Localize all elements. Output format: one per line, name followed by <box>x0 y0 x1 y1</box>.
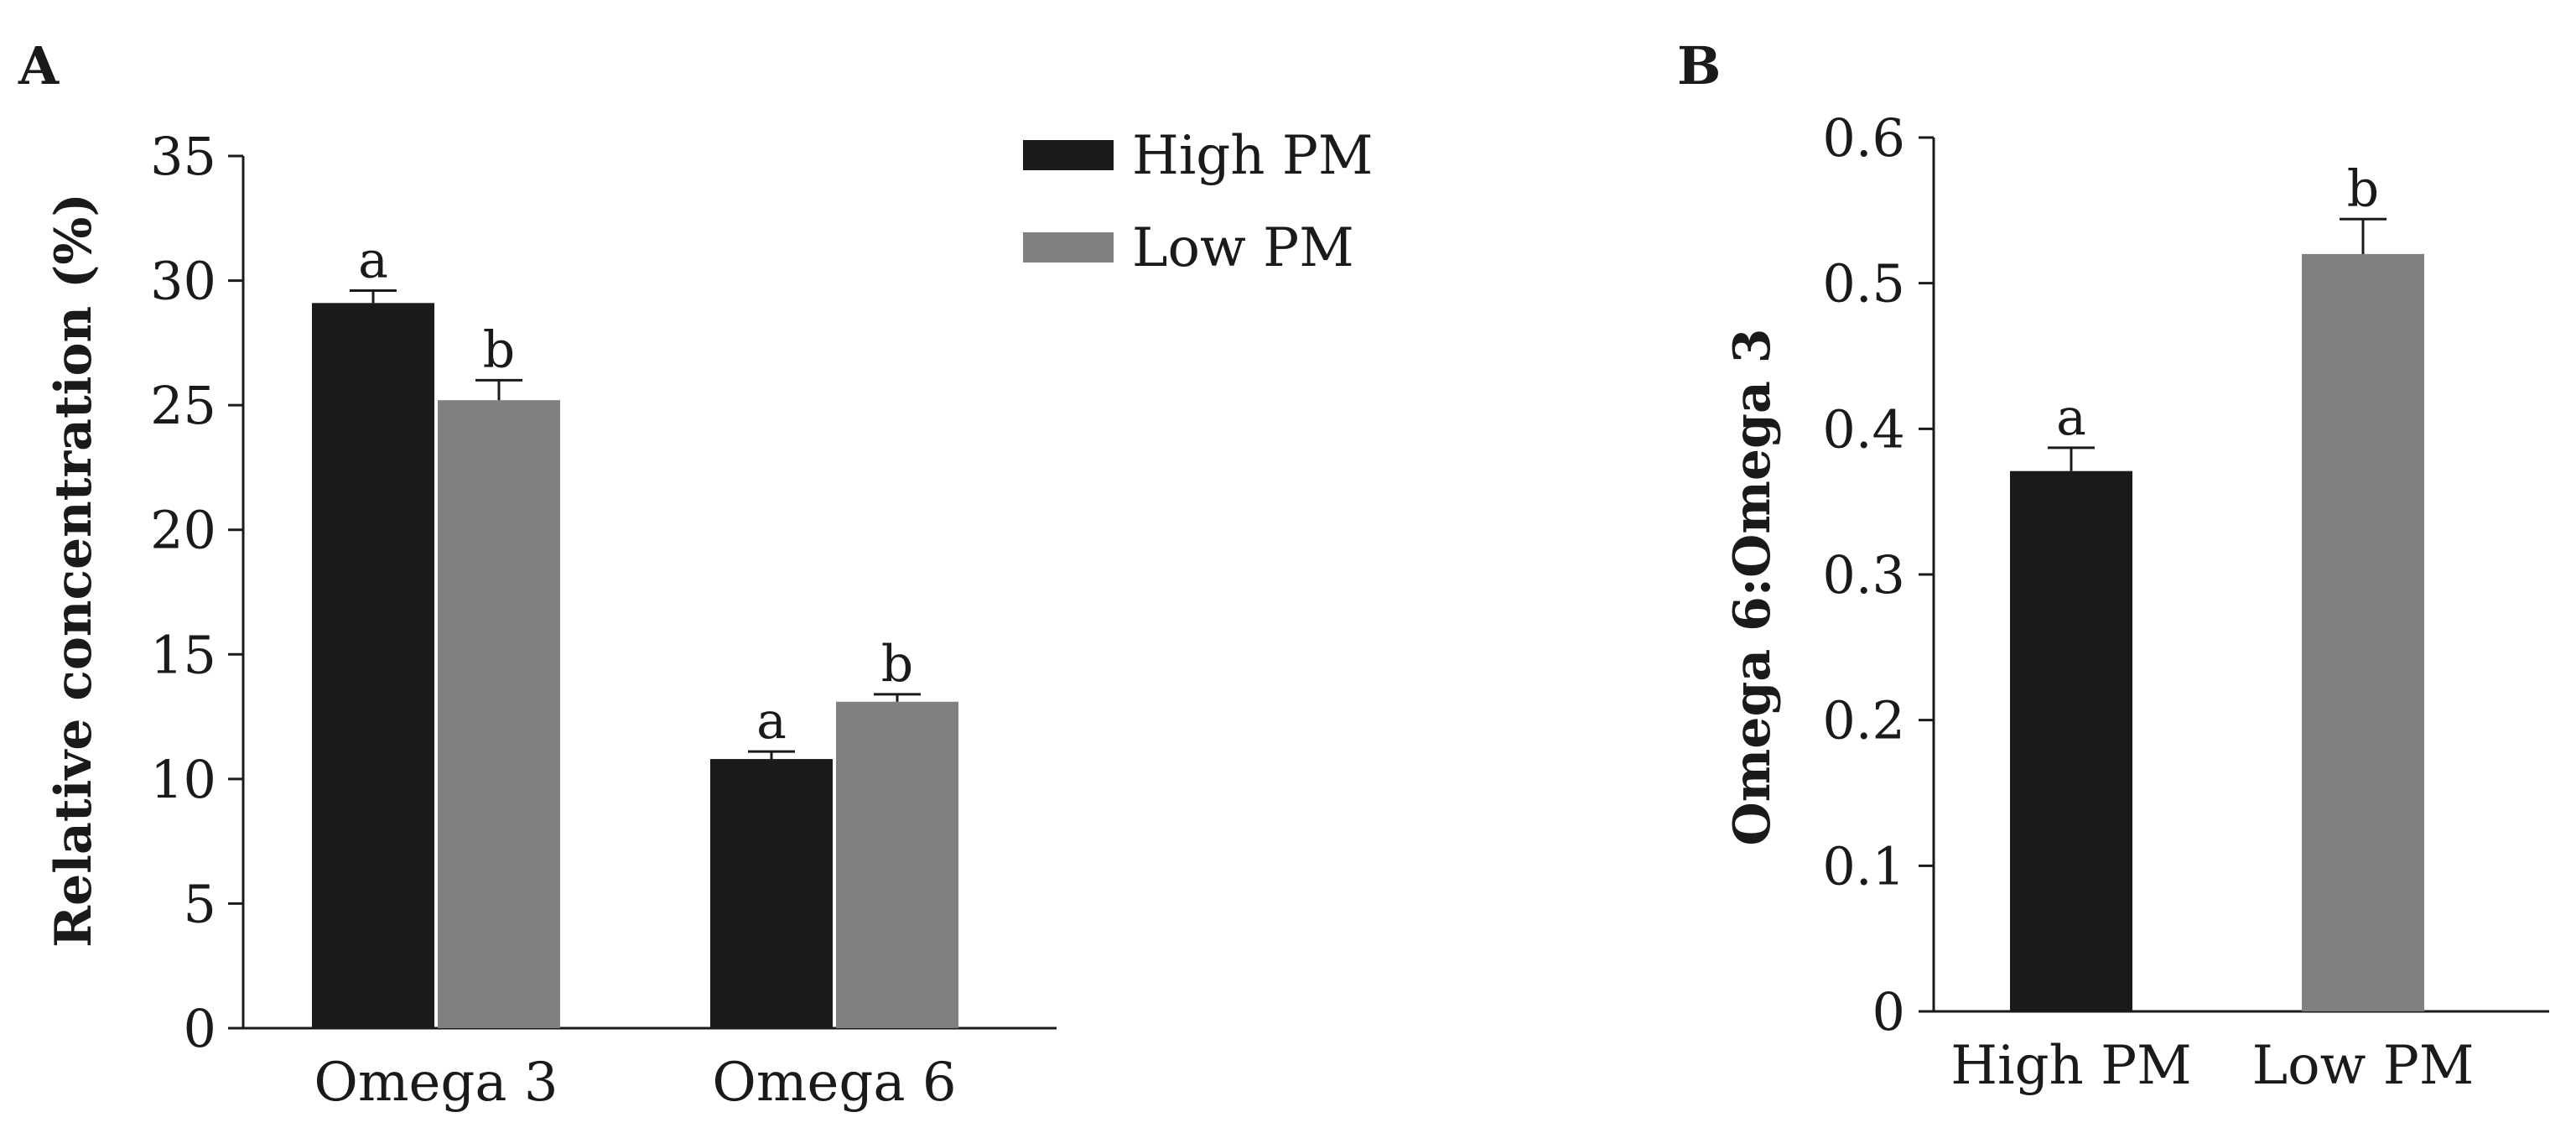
panel-b-plot: 0 0.1 0.2 0.3 0.4 0.5 0.6 a High PM b Low PM <box>1822 107 2549 1097</box>
panel-b-y-tick-label: 0.5 <box>1822 253 1905 314</box>
panel-b-significance-label: a <box>2056 388 2086 447</box>
panel-b-y-tick-label: 0.2 <box>1822 690 1905 751</box>
panel-b: B Omega 6:Omega 3 0 0.1 0.2 0.3 0.4 0.5 0.6 a Hi… <box>1677 35 2549 1097</box>
panel-a-bar <box>438 400 560 1028</box>
panel-b-significance-label: b <box>2347 159 2379 218</box>
panel-a-y-tick-label: 15 <box>150 624 216 685</box>
panel-b-y-axis-label: Omega 6:Omega 3 <box>1723 329 1782 846</box>
panel-b-y-tick-label: 0.1 <box>1822 835 1905 897</box>
panel-b-y-tick-label: 0.3 <box>1822 544 1905 605</box>
panel-b-y-tick-label: 0.6 <box>1822 107 1905 169</box>
panel-b-bar <box>2010 470 2132 1011</box>
panel-a-category-label: Omega 6 <box>712 1052 956 1114</box>
panel-a-category-label: Omega 3 <box>314 1052 558 1114</box>
panel-a-significance-label: b <box>483 320 515 379</box>
panel-b-y-tick-label: 0.4 <box>1822 398 1905 460</box>
panel-a-legend: High PM Low PM <box>1023 125 1373 279</box>
panel-a-y-tick-label: 30 <box>150 251 216 312</box>
panel-a-y-tick-label: 10 <box>150 749 216 810</box>
panel-b-label: B <box>1677 35 1721 96</box>
panel-a-bar <box>710 759 833 1028</box>
panel-a: A Relative concentration (%) 0 5 10 15 20 25 3… <box>18 35 1373 1114</box>
panel-a-y-tick-label: 0 <box>184 998 216 1059</box>
panel-a-y-tick-label: 20 <box>150 500 216 561</box>
panel-a-label: A <box>18 35 60 96</box>
panel-a-y-tick-label: 35 <box>150 126 216 187</box>
panel-b-category-label: High PM <box>1950 1035 2191 1097</box>
panel-a-y-tick-label: 25 <box>150 375 216 436</box>
panel-a-bar <box>836 701 958 1028</box>
panel-a-legend-entry: Low PM <box>1132 217 1354 279</box>
panel-a-y-axis-label: Relative concentration (%) <box>44 193 103 948</box>
panel-a-significance-label: b <box>881 635 913 694</box>
panel-b-bar <box>2302 253 2424 1011</box>
panel-a-legend-entry: High PM <box>1132 125 1373 187</box>
panel-a-y-tick-label: 5 <box>184 873 216 934</box>
panel-b-y-tick-label: 0 <box>1872 981 1905 1042</box>
panel-a-plot: 0 5 10 15 20 25 30 35 a b Omega 3 a b Omega 6 <box>150 126 1057 1114</box>
panel-a-significance-label: a <box>756 692 787 751</box>
panel-a-significance-label: a <box>358 231 388 289</box>
panel-b-category-label: Low PM <box>2252 1035 2475 1097</box>
panel-a-legend-swatch <box>1023 232 1114 262</box>
panel-a-legend-swatch <box>1023 140 1114 170</box>
panel-a-bar <box>312 303 434 1028</box>
